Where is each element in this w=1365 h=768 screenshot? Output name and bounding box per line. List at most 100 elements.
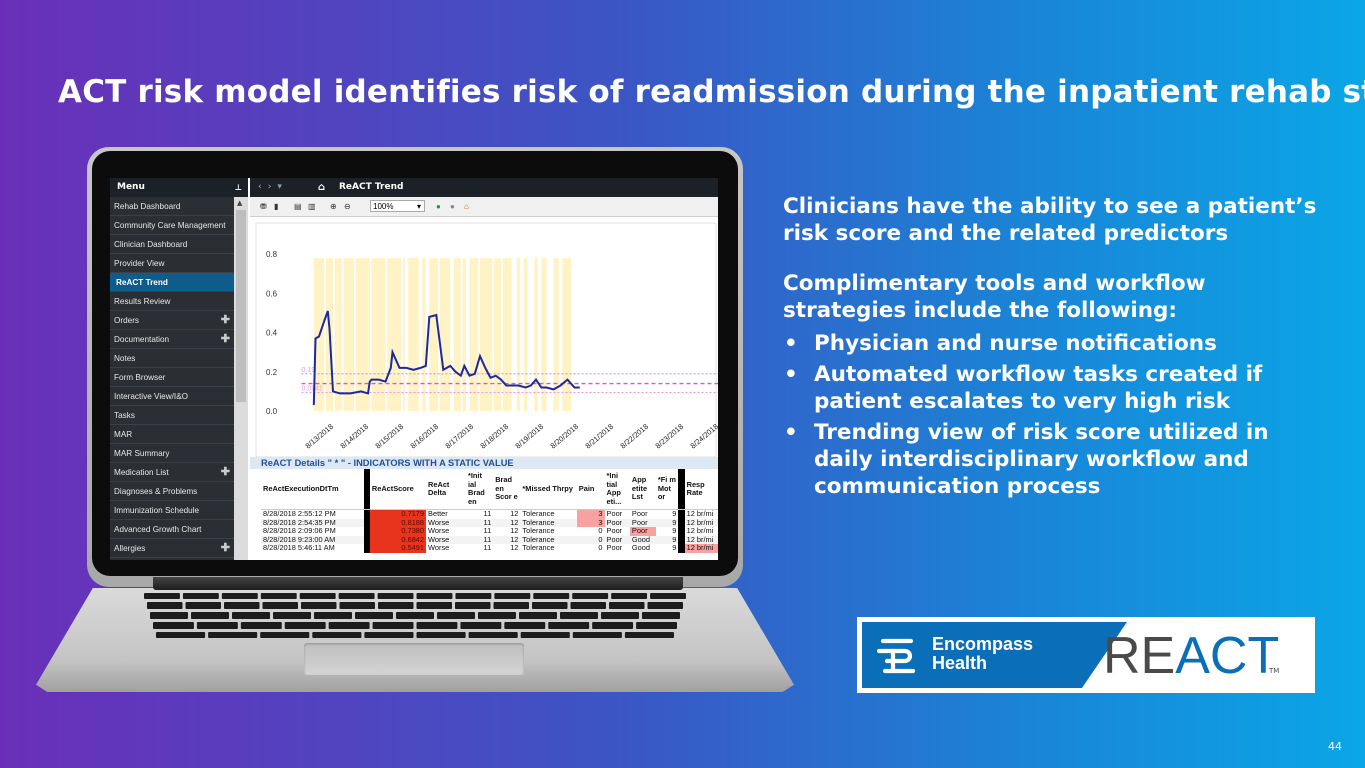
- binoculars-icon[interactable]: ⛃: [260, 202, 267, 211]
- keyboard-key: [478, 612, 516, 619]
- zoom-select[interactable]: 100% ▾: [370, 200, 425, 212]
- column-header[interactable]: Pain: [576, 469, 605, 510]
- sidebar-scrollbar[interactable]: ▲: [234, 197, 248, 560]
- expand-plus-icon[interactable]: ✚: [220, 314, 230, 326]
- table-row[interactable]: 8/28/2018 2:55:12 PM 0.7179 Better 11 12 Tole…: [261, 509, 718, 519]
- back-forward-icon[interactable]: ‹›▾: [258, 182, 288, 192]
- table-cell: Poor: [606, 543, 623, 552]
- column-header[interactable]: *Ini tial App eti...: [604, 469, 630, 510]
- table-cell: 9: [655, 535, 679, 544]
- column-header[interactable]: App etite Lst: [629, 469, 656, 510]
- keyboard-key: [147, 602, 183, 609]
- table-cell: 3: [576, 509, 605, 519]
- keyboard-key: [221, 593, 258, 599]
- home-page-icon[interactable]: ⌂: [464, 202, 469, 211]
- table-row[interactable]: 8/28/2018 5:46:11 AM 0.5491 Worse 11 12 Toler…: [261, 543, 718, 553]
- menu-header: Menu ⊥: [110, 178, 248, 197]
- sidebar-item[interactable]: Rehab Dashboard: [110, 197, 234, 216]
- pin-icon[interactable]: ⊥: [234, 183, 242, 192]
- table-cell: 12 br/mi: [684, 518, 718, 527]
- main-pane: ‹›▾ ⌂ ReACT Trend ⛃ ▮ ▤ ▥ ⊕ ⊖ 100% ▾ ● ● …: [250, 178, 718, 560]
- keyboard-key: [185, 602, 221, 609]
- column-header[interactable]: ReActScore: [369, 469, 427, 510]
- keyboard-key: [338, 593, 375, 599]
- keyboard-key: [533, 593, 570, 599]
- keyboard-key: [609, 602, 645, 609]
- column-header[interactable]: [678, 469, 685, 510]
- sidebar-item[interactable]: MAR: [110, 425, 234, 444]
- column-header[interactable]: Brad en Scor e: [493, 469, 521, 510]
- column-header[interactable]: [363, 469, 370, 510]
- table-header-row: ReActExecutionDtTm ReActScore ReAct Delta *…: [261, 469, 718, 510]
- sidebar-item[interactable]: Diagnoses & Problems: [110, 482, 234, 501]
- expand-plus-icon[interactable]: ✚: [220, 466, 230, 478]
- stop-icon[interactable]: ●: [450, 202, 455, 211]
- sidebar-item[interactable]: Medication List ✚: [110, 463, 234, 482]
- expand-plus-icon[interactable]: ✚: [220, 333, 230, 345]
- sidebar-item[interactable]: Tasks: [110, 406, 234, 425]
- keyboard-key: [182, 593, 219, 599]
- column-header[interactable]: ReAct Delta: [426, 469, 466, 510]
- column-header[interactable]: *Missed Thrpy: [520, 469, 577, 510]
- zoom-in-icon[interactable]: ⊕: [330, 202, 337, 211]
- table-cell: [363, 544, 370, 553]
- sidebar-item-label: Immunization Schedule: [114, 506, 200, 515]
- keyboard-key: [378, 602, 414, 609]
- sidebar-item[interactable]: Results Review: [110, 292, 234, 311]
- keyboard-key: [460, 622, 502, 629]
- sidebar-item[interactable]: Form Browser: [110, 368, 234, 387]
- print-icon[interactable]: ▤: [294, 202, 302, 211]
- keyboard-key: [396, 612, 434, 619]
- expand-plus-icon[interactable]: ✚: [220, 542, 230, 554]
- keyboard-key: [260, 593, 297, 599]
- sidebar-item[interactable]: Clinician Dashboard: [110, 235, 234, 254]
- slide-title: ACT risk model identifies risk of readmi…: [58, 74, 1365, 110]
- table-cell: 12: [510, 543, 519, 552]
- home-icon[interactable]: ⌂: [318, 182, 326, 193]
- scroll-up-icon[interactable]: ▲: [237, 199, 243, 207]
- sidebar-item[interactable]: Community Care Management: [110, 216, 234, 235]
- table-cell: Worse: [428, 526, 450, 535]
- column-header[interactable]: Resp Rate: [684, 469, 718, 510]
- sidebar-item-label: ReACT Trend: [116, 278, 168, 287]
- scroll-thumb[interactable]: [236, 210, 246, 402]
- sidebar-item[interactable]: Orders ✚: [110, 311, 234, 330]
- table-cell: Better: [428, 509, 448, 518]
- toolbar: ⛃ ▮ ▤ ▥ ⊕ ⊖ 100% ▾ ● ● ⌂: [250, 197, 718, 217]
- column-header[interactable]: *Init ial Brad en: [465, 469, 494, 510]
- table-cell: 12 br/mi: [684, 535, 718, 544]
- sidebar-item[interactable]: Interactive View/I&O: [110, 387, 234, 406]
- sidebar-item[interactable]: Documentation ✚: [110, 330, 234, 349]
- sidebar-item-label: Community Care Management: [114, 221, 226, 230]
- sidebar-item[interactable]: Provider View: [110, 254, 234, 273]
- sidebar-item-label: Tasks: [114, 411, 135, 420]
- encompass-mark-icon: [877, 638, 916, 674]
- keyboard-key: [301, 602, 337, 609]
- sidebar-item[interactable]: ReACT Trend: [110, 273, 234, 292]
- sidebar-item[interactable]: Allergies ✚: [110, 539, 234, 558]
- sidebar-item[interactable]: Notes: [110, 349, 234, 368]
- keyboard-key: [224, 602, 260, 609]
- refresh-icon[interactable]: ●: [436, 202, 441, 211]
- table-cell: 0: [598, 543, 603, 552]
- export-icon[interactable]: ▥: [308, 202, 316, 211]
- highlight-band: [408, 258, 419, 411]
- highlight-band: [516, 258, 521, 411]
- sidebar-item[interactable]: MAR Summary: [110, 444, 234, 463]
- zoom-out-icon[interactable]: ⊖: [344, 202, 351, 211]
- sidebar-item[interactable]: Immunization Schedule: [110, 501, 234, 520]
- column-header[interactable]: *Fi m Mot or: [655, 469, 679, 510]
- sidebar-item[interactable]: Advanced Growth Chart: [110, 520, 234, 539]
- table-cell: 8/28/2018 2:54:35 PM: [261, 518, 364, 527]
- table-cell: 11: [483, 543, 492, 552]
- sidebar-item-label: Documentation: [114, 335, 170, 344]
- keyboard-key: [416, 593, 453, 599]
- table-cell: 12: [493, 518, 521, 527]
- keyboard-key: [273, 612, 311, 619]
- table-row[interactable]: 8/28/2018 9:23:00 AM 0.6842 Worse 11 12 Toler…: [261, 535, 718, 544]
- highlight-band: [371, 258, 386, 411]
- table-row[interactable]: 8/28/2018 2:09:06 PM 0.7380 Worse 11 12 Toler…: [261, 526, 718, 536]
- table-row[interactable]: 8/28/2018 2:54:35 PM 0.8188 Worse 11 12 Toler…: [261, 518, 718, 527]
- column-header[interactable]: ReActExecutionDtTm: [261, 469, 364, 510]
- copy-icon[interactable]: ▮: [274, 202, 279, 211]
